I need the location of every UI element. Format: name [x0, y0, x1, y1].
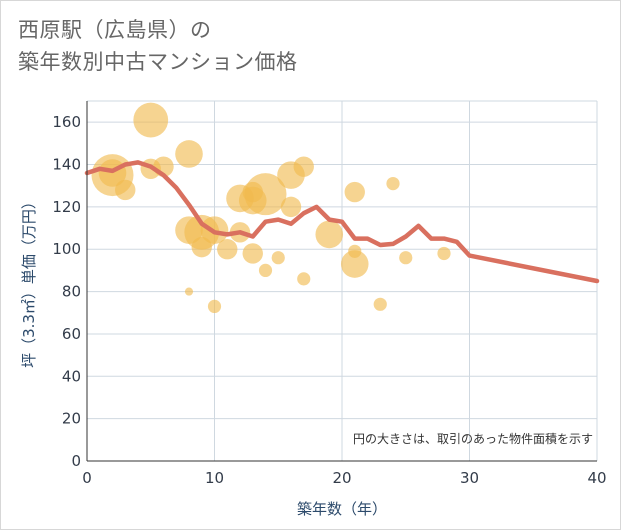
x-axis-title: 築年数（年） — [297, 500, 387, 518]
y-axis-title: 坪（3.3㎡）単価（万円） — [20, 194, 38, 368]
bubble-point — [373, 297, 387, 311]
trend-line-group — [84, 160, 600, 284]
bubble-point — [133, 102, 169, 138]
y-tick-label: 160 — [52, 113, 81, 131]
bubble-point — [184, 287, 194, 296]
grid-lines — [87, 100, 598, 461]
y-tick-label: 80 — [62, 283, 81, 301]
bubble-point — [437, 246, 451, 261]
y-tick-label: 100 — [52, 240, 81, 258]
bubble-point — [386, 176, 400, 191]
bubble-point — [280, 196, 302, 218]
bubble-point — [207, 299, 222, 314]
bubble-point — [344, 181, 365, 203]
chart-title: 西原駅（広島県）の 築年数別中古マンション価格 — [18, 14, 298, 78]
bubble-point — [315, 220, 344, 249]
trend-line — [84, 160, 600, 284]
bubble-point — [399, 251, 413, 265]
bubble-point — [293, 156, 314, 177]
bubble-point — [191, 236, 212, 258]
bubble-size-note: 円の大きさは、取引のあった物件面積を示す — [353, 431, 593, 446]
chart-title-line-1: 西原駅（広島県）の — [18, 18, 212, 42]
y-tick-label: 0 — [71, 452, 81, 470]
y-tick-label: 20 — [62, 410, 81, 428]
axes — [86, 101, 597, 462]
bubble-point — [340, 250, 369, 278]
bubble-point — [297, 272, 311, 286]
x-tick-label: 0 — [82, 469, 92, 487]
tick-labels: 0 20 40 60 80 100 120 140 160 0 10 20 30 40 — [52, 113, 606, 487]
bubble-point — [217, 239, 238, 260]
bubble-point — [242, 243, 263, 264]
bubble-point — [258, 263, 273, 278]
y-tick-label: 40 — [62, 367, 81, 385]
bubble-series — [91, 102, 451, 314]
bubble-point — [244, 173, 287, 216]
y-tick-label: 120 — [52, 198, 81, 216]
x-tick-label: 20 — [332, 469, 351, 487]
x-tick-label: 10 — [205, 469, 224, 487]
x-tick-label: 40 — [587, 469, 606, 487]
bubble-point — [175, 140, 203, 168]
bubble-point — [271, 251, 285, 265]
y-tick-label: 60 — [62, 325, 81, 343]
chart-title-line-2: 築年数別中古マンション価格 — [18, 50, 298, 74]
bubble-point — [115, 179, 136, 201]
x-tick-label: 30 — [460, 469, 479, 487]
y-tick-label: 140 — [52, 156, 81, 174]
